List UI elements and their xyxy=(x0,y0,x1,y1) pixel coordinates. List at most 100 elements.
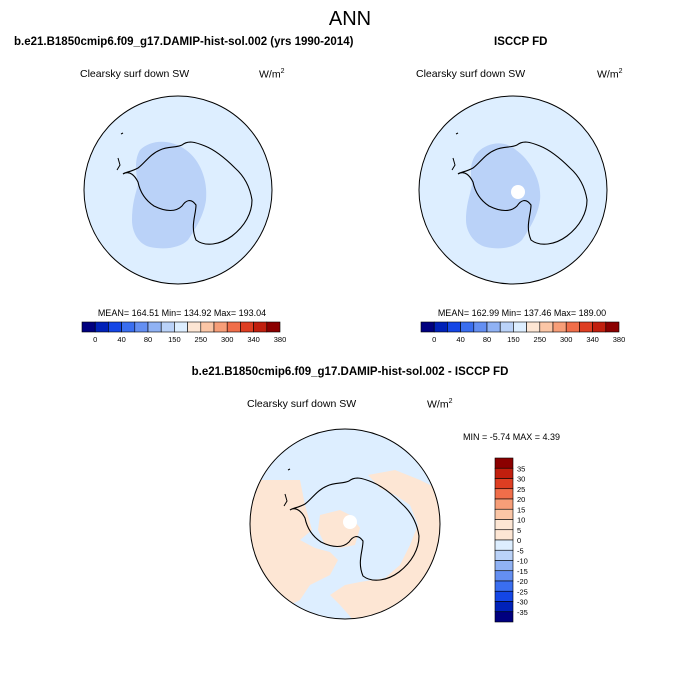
diff-colorbar-tick-label: 15 xyxy=(517,505,525,514)
model-colorbar-swatch xyxy=(160,321,175,333)
obs-variable-label: Clearsky surf down SW xyxy=(416,68,526,80)
obs-colorbar-swatch xyxy=(592,321,607,333)
diff-colorbar-tick-label: 35 xyxy=(517,464,525,473)
diff-colorbar-tick-label: -15 xyxy=(517,567,528,576)
model-colorbar-swatch xyxy=(200,321,215,333)
diff-colorbar-tick-label: 10 xyxy=(517,516,525,525)
model-colorbar-tick-label: 250 xyxy=(195,335,208,344)
diff-colorbar-swatch xyxy=(494,590,514,602)
obs-colorbar-tick-label: 150 xyxy=(507,335,520,344)
diff-units-label: W/m2 xyxy=(427,398,453,411)
model-colorbar-tick-label: 380 xyxy=(274,335,287,344)
model-colorbar-tick-label: 340 xyxy=(247,335,260,344)
obs-colorbar-swatch xyxy=(499,321,514,333)
model-interior-field xyxy=(132,141,207,249)
figure-title: ANN xyxy=(328,8,372,30)
model-colorbar-swatch xyxy=(81,321,96,333)
diff-colorbar-swatch xyxy=(494,549,514,561)
diff-colorbar-swatch xyxy=(494,457,514,469)
obs-colorbar-swatch xyxy=(605,321,620,333)
model-map-border xyxy=(83,95,273,285)
obs-colorbar-tick-label: 250 xyxy=(534,335,547,344)
diff-colorbar-swatch xyxy=(494,488,514,500)
obs-colorbar-swatch xyxy=(565,321,580,333)
obs-colorbar-swatch xyxy=(579,321,593,333)
obs-colorbar-swatch xyxy=(460,321,475,333)
obs-units-label: W/m2 xyxy=(597,68,623,81)
obs-colorbar-swatch xyxy=(473,321,488,333)
diff-map xyxy=(249,428,441,620)
model-colorbar-tick-label: 0 xyxy=(93,335,97,344)
obs-colorbar-tick-label: 0 xyxy=(432,335,436,344)
diff-colorbar-swatch xyxy=(494,508,514,520)
model-colorbar-swatch xyxy=(213,321,228,333)
diff-colorbar-swatch xyxy=(494,570,514,582)
diff-colorbar-tick-label: -25 xyxy=(517,587,528,596)
obs-colorbar-tick-label: 40 xyxy=(456,335,464,344)
obs-missing-pole xyxy=(511,185,525,199)
diff-coastline xyxy=(289,477,420,581)
diff-colorbar-tick-label: 20 xyxy=(517,495,525,504)
obs-colorbar-swatch xyxy=(513,321,527,333)
diff-colorbar-swatch xyxy=(494,601,514,613)
diff-colorbar-swatch xyxy=(494,529,514,541)
model-colorbar-swatch xyxy=(147,321,162,333)
model-colorbar-swatch xyxy=(108,321,122,333)
model-colorbar-swatch xyxy=(240,321,254,333)
obs-colorbar-swatch xyxy=(552,321,567,333)
obs-colorbar-swatch xyxy=(486,321,501,333)
model-variable-label: Clearsky surf down SW xyxy=(80,68,190,80)
model-colorbar-swatch xyxy=(187,321,202,333)
diff-colorbar-tick-label: -35 xyxy=(517,608,528,617)
obs-colorbar-tick-label: 300 xyxy=(560,335,573,344)
diff-colorbar-tick-label: -20 xyxy=(517,577,528,586)
diff-colorbar-swatch xyxy=(494,611,514,623)
diff-colorbar-swatch xyxy=(494,498,514,510)
obs-colorbar-swatch xyxy=(433,321,448,333)
diff-stats: MIN = -5.74 MAX = 4.39 xyxy=(463,432,561,442)
obs-colorbar: 0 40 80 150 250 300 340 380 xyxy=(420,321,626,344)
obs-colorbar-swatch xyxy=(539,321,554,333)
obs-map-border xyxy=(418,95,608,285)
model-colorbar-swatch xyxy=(226,321,241,333)
diff-missing-pole xyxy=(343,515,357,529)
model-colorbar: 0 40 80 150 250 300 340 380 xyxy=(81,321,287,344)
diff-colorbar-tick-label: -10 xyxy=(517,557,528,566)
obs-colorbar-swatch xyxy=(420,321,435,333)
obs-colorbar-swatch xyxy=(526,321,541,333)
obs-stats: MEAN= 162.99 Min= 137.46 Max= 189.00 xyxy=(437,308,607,318)
diff-positive-region-west xyxy=(250,480,338,610)
model-units-label: W/m2 xyxy=(259,68,285,81)
model-colorbar-tick-label: 40 xyxy=(117,335,125,344)
diff-colorbar-tick-label: -30 xyxy=(517,598,528,607)
diff-colorbar-tick-label: 0 xyxy=(517,536,521,545)
obs-interior-field xyxy=(466,143,541,249)
obs-colorbar-tick-label: 380 xyxy=(613,335,626,344)
obs-panel-title: ISCCP FD xyxy=(494,36,548,48)
obs-map xyxy=(418,95,608,285)
diff-colorbar-swatch xyxy=(494,478,514,490)
diff-colorbar-swatch xyxy=(494,539,514,551)
model-colorbar-swatch xyxy=(174,321,188,333)
obs-colorbar-tick-label: 340 xyxy=(586,335,599,344)
model-colorbar-swatch xyxy=(134,321,149,333)
model-stats: MEAN= 164.51 Min= 134.92 Max= 193.04 xyxy=(97,308,267,318)
diff-colorbar-swatch xyxy=(494,467,514,479)
obs-colorbar-tick-label: 80 xyxy=(483,335,491,344)
model-colorbar-swatch xyxy=(121,321,136,333)
model-colorbar-tick-label: 300 xyxy=(221,335,234,344)
diff-colorbar-tick-label: 5 xyxy=(517,526,521,535)
model-colorbar-tick-label: 80 xyxy=(144,335,152,344)
diff-colorbar-tick-label: 25 xyxy=(517,485,525,494)
model-panel-title: b.e21.B1850cmip6.f09_g17.DAMIP-hist-sol.… xyxy=(14,36,354,48)
obs-colorbar-swatch xyxy=(447,321,461,333)
model-colorbar-tick-label: 150 xyxy=(168,335,181,344)
diff-positive-region-east xyxy=(330,470,440,619)
model-colorbar-swatch xyxy=(266,321,281,333)
model-colorbar-swatch xyxy=(94,321,109,333)
diff-colorbar-swatch xyxy=(494,519,514,531)
diff-variable-label: Clearsky surf down SW xyxy=(247,398,357,410)
model-colorbar-swatch xyxy=(253,321,268,333)
